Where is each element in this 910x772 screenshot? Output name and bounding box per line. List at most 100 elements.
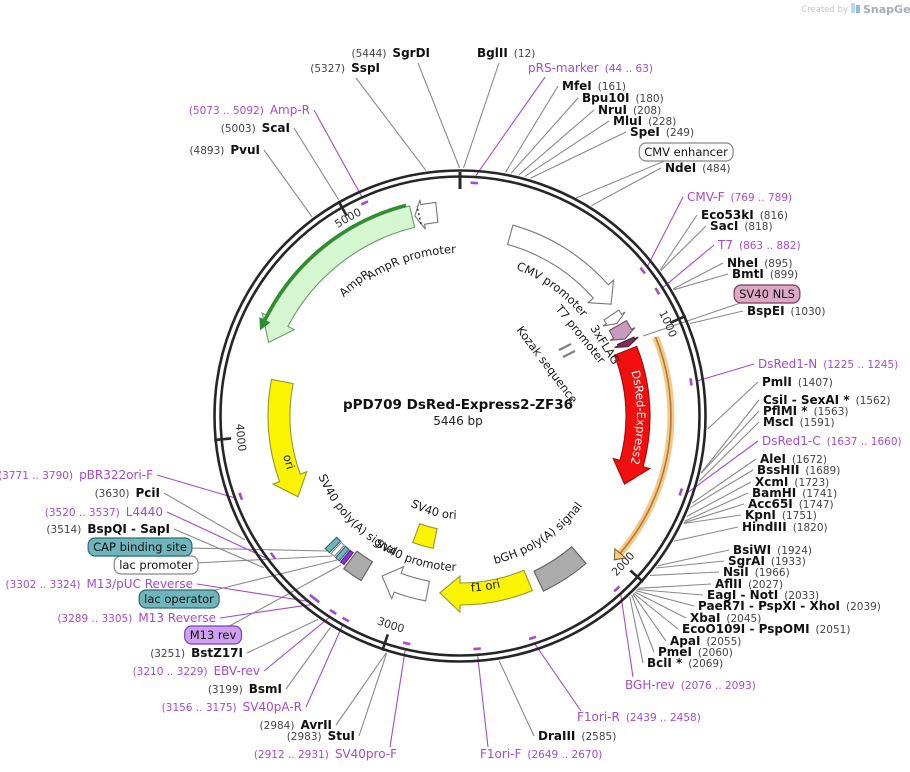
feature-box-lac-operator: lac operator [138, 589, 220, 609]
site-label-XbaI: XbaI (2045) [690, 611, 761, 625]
site-label-BspQI-SapI: (3514) BspQI - SapI [46, 522, 170, 536]
site-label-SpeI: SpeI (249) [630, 125, 694, 139]
site-label-AleI: AleI (1672) [760, 452, 827, 466]
watermark-created-by: Created by [801, 5, 848, 15]
connector-line [166, 511, 269, 560]
feature-sv40-promoter [381, 565, 431, 602]
feature-box-sv40-nls: SV40 NLS [733, 284, 801, 304]
connector-line [637, 588, 704, 596]
feature-box-m13-rev: M13 rev [184, 625, 243, 645]
primer-ring-mark [238, 492, 244, 501]
connector-line [683, 503, 745, 524]
feature-box-label: lac operator [144, 592, 214, 606]
site-label-Bpu10I: Bpu10I (180) [582, 91, 664, 105]
connector-line [661, 244, 715, 289]
site-label-F1ori-R: F1ori-R (2439 .. 2458) [577, 710, 701, 724]
site-label-SspI: (5327) SspI [310, 61, 380, 75]
site-label-M13-pUC-Reverse: (3302 .. 3324) M13/pUC Reverse [6, 577, 194, 591]
feature-lac-promoter-site [330, 541, 346, 558]
feature-sv40-nls [614, 336, 639, 349]
connector-line [686, 481, 752, 517]
connector-line [591, 167, 662, 207]
primer-ring-mark [341, 616, 350, 623]
connector-line [313, 109, 363, 199]
connector-line [196, 583, 310, 603]
tick-1000 [669, 314, 687, 324]
site-label-Eco53kI: Eco53kI (816) [701, 208, 788, 222]
connector-line [672, 262, 724, 290]
site-label-NdeI: NdeI (484) [665, 161, 730, 175]
site-label-L4440: (3520 .. 3537) L4440 [45, 505, 163, 519]
primer-ring-mark [689, 378, 693, 386]
feature-label-f1-ori: f1 ori [470, 577, 501, 595]
connector-line [293, 127, 340, 200]
site-label-DraIII: DraIII (2585) [538, 729, 616, 743]
tick-5000 [337, 200, 348, 217]
connector-line [505, 85, 559, 173]
site-label-F1ori-F: F1ori-F (2649 .. 2670) [480, 747, 602, 761]
connector-line [498, 660, 535, 737]
connector-line [673, 526, 739, 542]
primer-ring-mark [360, 200, 369, 206]
feature-f1-ori [438, 569, 534, 614]
connector-line [510, 97, 579, 174]
kozak-sequence-mark [562, 350, 576, 358]
feature-box-label: CMV enhancer [644, 145, 728, 159]
connector-line [524, 120, 610, 178]
site-label-BstZ17I: (3251) BstZ17I [150, 646, 243, 660]
site-label-BamHI: BamHI (1741) [752, 486, 837, 500]
connector-line [635, 590, 695, 607]
site-label-MscI: MscI (1591) [763, 415, 835, 429]
connector-line [696, 363, 755, 382]
connector-line [632, 593, 667, 642]
connector-line [530, 131, 627, 179]
connector-line [518, 109, 595, 176]
connector-line [673, 273, 729, 291]
connector-line [474, 76, 546, 178]
site-label-pBR322ori-F: (3771 .. 3790) pBR322ori-F [0, 468, 153, 482]
snapgene-logo-icon [851, 3, 855, 13]
site-label-SgrDI: (5444) SgrDI [352, 46, 431, 60]
connector-line [533, 642, 582, 712]
site-label-DsRed1-C: DsRed1-C (1637 .. 1660) [762, 434, 902, 448]
site-label-pRS-marker: pRS-marker (44 .. 63) [528, 61, 653, 75]
connector-line [700, 399, 760, 473]
site-label-Acc65I: Acc65I (1747) [748, 497, 834, 511]
feature-box-label: M13 rev [190, 628, 237, 642]
site-label-KpnI: KpnI (1751) [745, 508, 817, 522]
connector-line [633, 592, 679, 630]
connector-line [685, 440, 759, 495]
feature-lac-operator-site [334, 545, 350, 562]
feature-box-bg [184, 625, 243, 645]
site-label-CMV-F: CMV-F (769 .. 789) [687, 190, 792, 204]
primer-ring-mark [473, 647, 481, 651]
feature-ori [267, 378, 308, 498]
connector-line [246, 618, 319, 654]
feature-sv40-polya-signal [342, 550, 374, 582]
connector-line [700, 410, 760, 474]
tick-4000 [214, 437, 232, 442]
connector-line [212, 564, 342, 636]
site-label-M13-Reverse: (3289 .. 3305) M13 Reverse [57, 611, 216, 625]
connector-line [219, 603, 313, 619]
site-label-PvuI: (4893) PvuI [189, 143, 260, 157]
site-label-StuI: (2983) StuI [287, 729, 355, 743]
site-label-NruI: NruI (208) [598, 103, 661, 117]
feature-box-cap-binding-site: CAP binding site [87, 537, 193, 557]
connector-line [417, 62, 461, 169]
connector-line [683, 514, 742, 525]
feature-dsred-express2 [612, 345, 652, 485]
feature-box-lac-promoter: lac promoter [113, 555, 199, 575]
site-label-HindIII: HindIII (1820) [742, 520, 828, 534]
snapgene-logo-icon [856, 5, 860, 13]
feature-box-label: lac promoter [119, 558, 193, 572]
site-label-NheI: NheI (895) [727, 256, 792, 270]
connector-line [634, 591, 687, 619]
site-label-BglII: BglII (12) [477, 46, 535, 60]
connector-line [462, 62, 500, 169]
ampr-promoter-boundary [416, 205, 422, 225]
site-label-MfeI: MfeI (161) [562, 79, 626, 93]
connector-line [263, 149, 313, 218]
